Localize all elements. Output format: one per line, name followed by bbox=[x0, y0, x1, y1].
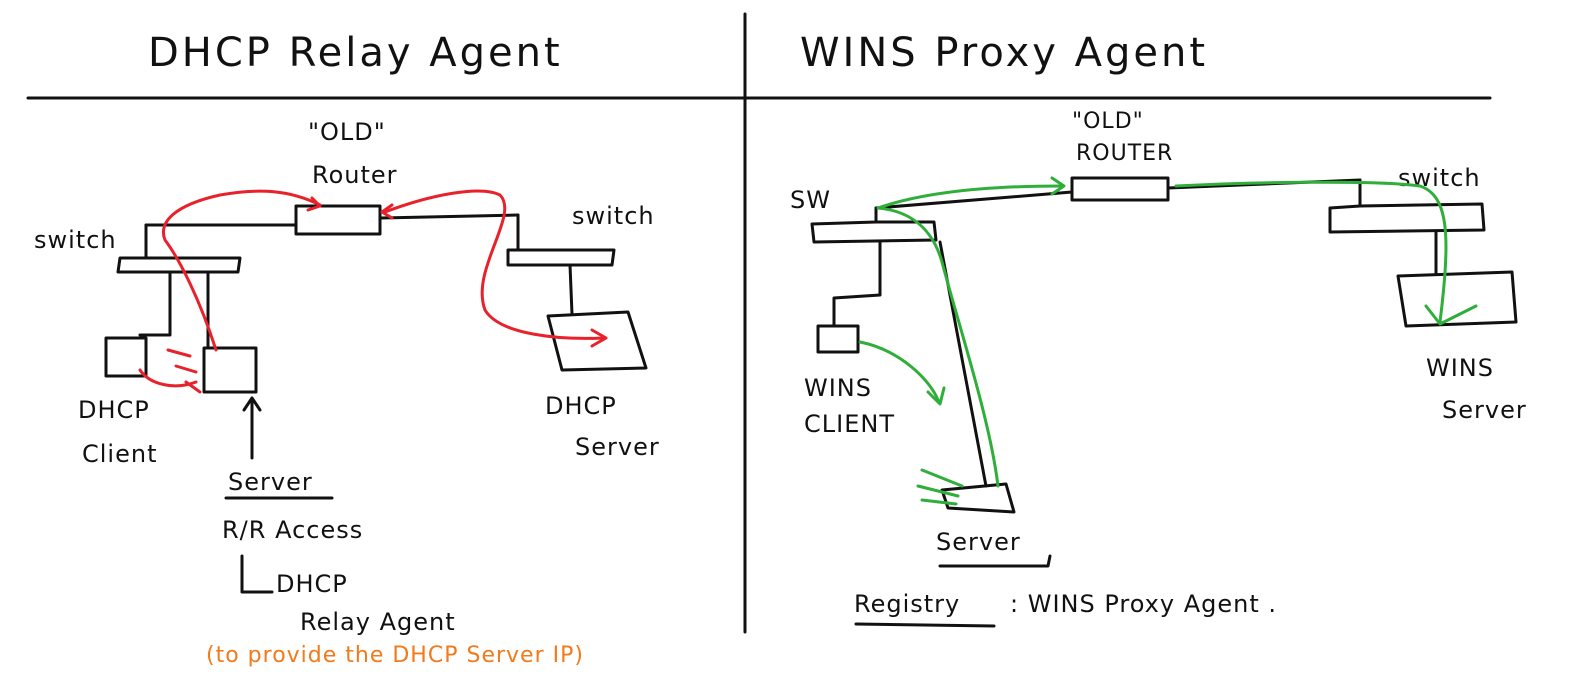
left-switch-label: switch bbox=[34, 226, 117, 254]
left-switch-icon bbox=[116, 223, 242, 274]
red-arrowhead-router-left bbox=[306, 196, 322, 212]
red-flow-relay-to-router bbox=[162, 189, 322, 352]
green-flow-router-to-wins-server bbox=[1174, 180, 1448, 324]
right-sw-icon bbox=[810, 206, 938, 244]
right-backbone-left bbox=[874, 190, 1074, 210]
right-wire-wins-client bbox=[832, 240, 882, 328]
wins-client-icon bbox=[816, 324, 860, 354]
relay-server-icon bbox=[202, 346, 258, 394]
right-sw-label: SW bbox=[790, 186, 831, 214]
wins-server-label-1: WINS bbox=[1426, 354, 1494, 382]
wins-server-label-2: Server bbox=[1442, 396, 1527, 424]
dhcp-server-label-2: Server bbox=[575, 433, 660, 461]
left-router-label: Router bbox=[312, 161, 398, 189]
dhcp-server-icon bbox=[546, 310, 648, 372]
rr-access-text: R/R Access bbox=[222, 516, 363, 544]
proxy-server-label: Server bbox=[936, 528, 1021, 556]
dhcp-server-label-1: DHCP bbox=[545, 392, 617, 420]
relay-agent-line-1: DHCP bbox=[276, 570, 348, 598]
dhcp-client-label-2: Client bbox=[82, 440, 157, 468]
left-wire-dhcp-server bbox=[568, 263, 574, 316]
right-router-quote: "OLD" bbox=[1072, 109, 1144, 134]
right-switch-label: switch bbox=[1398, 164, 1481, 192]
relay-agent-line-2: Relay Agent bbox=[300, 608, 456, 636]
red-arrowhead-router-right bbox=[380, 203, 394, 220]
left-wire-client bbox=[138, 270, 172, 337]
registry-underline bbox=[854, 622, 996, 628]
red-arrowhead-server bbox=[590, 328, 608, 348]
left-router-quote: "OLD" bbox=[308, 118, 386, 146]
right-panel-title: WINS Proxy Agent bbox=[800, 30, 1208, 76]
left-panel-right-switch-icon bbox=[506, 213, 616, 267]
green-flow-proxy-to-router bbox=[876, 184, 1062, 488]
left-backbone-right bbox=[378, 213, 520, 220]
relay-pointer-arrowhead bbox=[242, 396, 262, 412]
proxy-server-icon bbox=[940, 482, 1016, 514]
right-router-icon bbox=[1070, 176, 1170, 202]
wins-server-icon bbox=[1396, 270, 1518, 328]
wins-client-label-2: CLIENT bbox=[804, 410, 895, 438]
right-switch-label: switch bbox=[572, 202, 655, 230]
green-broadcast-marks bbox=[916, 468, 964, 506]
right-switch-icon bbox=[1328, 178, 1486, 234]
left-router-icon bbox=[294, 204, 382, 236]
dhcp-client-label-1: DHCP bbox=[78, 396, 150, 424]
right-router-label: ROUTER bbox=[1076, 141, 1173, 166]
red-broadcast-marks bbox=[166, 348, 202, 394]
green-flow-client-curve bbox=[858, 340, 940, 402]
green-arrowhead-client bbox=[926, 386, 946, 406]
left-panel-title: DHCP Relay Agent bbox=[148, 30, 563, 76]
green-arrowhead-wins-server bbox=[1424, 304, 1478, 326]
relay-server-heading: Server bbox=[228, 468, 313, 496]
proxy-server-underline bbox=[938, 554, 1052, 568]
dhcp-client-icon bbox=[104, 336, 148, 378]
registry-label: Registry bbox=[854, 590, 960, 618]
wins-client-label-1: WINS bbox=[804, 374, 872, 402]
green-arrowhead-router bbox=[1050, 176, 1066, 196]
relay-branch-connector bbox=[240, 554, 274, 594]
relay-orange-note: (to provide the DHCP Server IP) bbox=[206, 643, 584, 668]
registry-value: : WINS Proxy Agent . bbox=[1010, 590, 1277, 618]
red-flow-router-to-server bbox=[383, 189, 606, 340]
